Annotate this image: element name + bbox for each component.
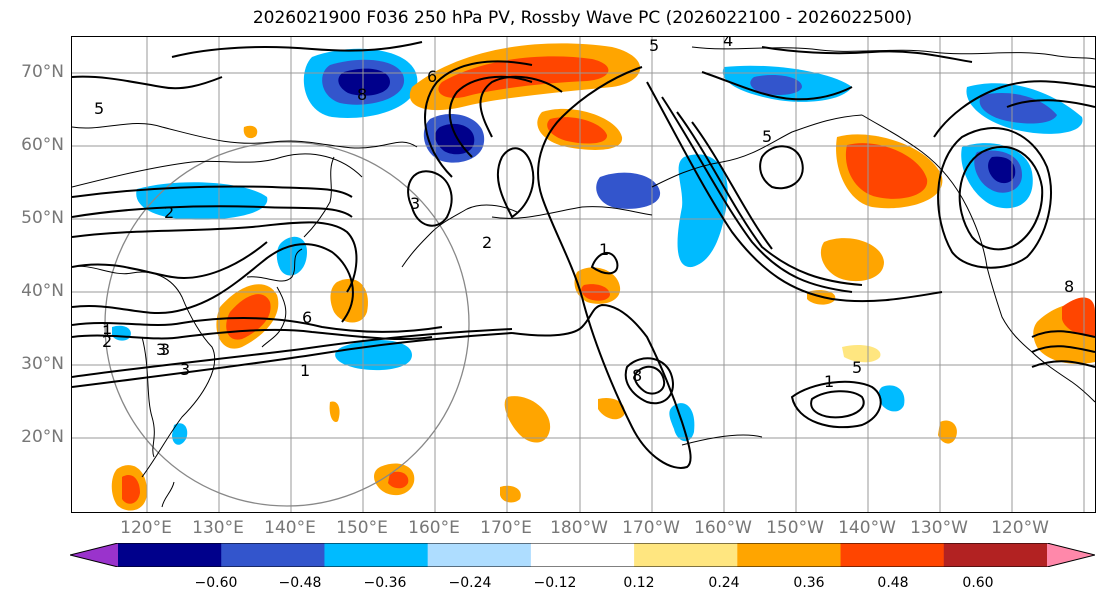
lat-label-40n: 40°N: [21, 281, 64, 301]
anomaly-blob: [598, 397, 625, 420]
anomaly-blob: [388, 471, 409, 489]
contour-label: 3: [156, 340, 166, 359]
contour-label: 1: [824, 372, 834, 391]
anomaly-blob: [226, 294, 271, 340]
lon-label-140w: 140°W: [838, 518, 896, 538]
map-canvas: 5 4 5 8 6 5 2 3 1 2 3 1 3 1 8 1 5 1 2 3 …: [72, 37, 1095, 512]
anomaly-blob: [330, 278, 368, 323]
colorbar-segment: [943, 543, 1048, 567]
anomaly-blob: [435, 123, 475, 155]
colorbar-segment: [221, 543, 325, 567]
contour-label: 5: [94, 99, 104, 118]
contour-label: 6: [302, 308, 312, 327]
colorbar-tick: −0.12: [533, 575, 577, 591]
lon-label-130e: 130°E: [192, 518, 244, 538]
contour-label: 5: [762, 127, 772, 146]
colorbar-tick: −0.24: [448, 575, 492, 591]
contour-label: 1: [599, 240, 609, 259]
anomaly-blob: [878, 385, 905, 412]
colorbar-extension-high: [1047, 543, 1095, 567]
colorbar-tick: 0.48: [877, 575, 909, 591]
anomaly-blob: [136, 182, 268, 220]
lon-label-160e: 160°E: [408, 518, 460, 538]
lat-label-70n: 70°N: [21, 62, 64, 82]
map-panel: 5 4 5 8 6 5 2 3 1 2 3 1 3 1 8 1 5 1 2 3 …: [71, 36, 1096, 513]
lon-label-170e: 170°E: [480, 518, 532, 538]
colorbar-tick: −0.60: [194, 575, 238, 591]
anomaly-blob: [677, 154, 728, 268]
colorbar-segment: [530, 543, 635, 567]
anomaly-blob: [172, 423, 188, 445]
contour-label: 8: [632, 366, 642, 385]
contour-labels: 5 4 5 8 6 5 2 3 1 2 3 1 3 1 8 1 5 1 2 3 …: [94, 37, 1074, 391]
colorbar-segment: [634, 543, 738, 567]
colorbar-extension-low: [70, 543, 118, 567]
anomaly-blob: [938, 420, 957, 444]
anomaly-blob: [122, 474, 140, 504]
anomaly-blob: [750, 75, 802, 95]
anomaly-blob: [842, 345, 881, 363]
coastlines: [72, 46, 1095, 508]
anomaly-blob: [243, 125, 258, 139]
anomaly-blob: [596, 172, 661, 209]
lon-label-140e: 140°E: [264, 518, 316, 538]
contour-label: 8: [357, 85, 367, 104]
contour-label: 1: [102, 322, 112, 341]
anomaly-blob: [845, 143, 928, 199]
contour-label: 1: [102, 319, 112, 338]
anomaly-blob: [276, 236, 307, 276]
anomaly-blob: [988, 156, 1016, 184]
contour-label: 2: [102, 332, 112, 351]
colorbar: [70, 543, 1095, 567]
lon-label-150w: 150°W: [766, 518, 824, 538]
contour-label: 3: [410, 194, 420, 213]
contour-label: 8: [1064, 277, 1074, 296]
contour-label: 5: [649, 37, 659, 55]
lat-label-50n: 50°N: [21, 208, 64, 228]
lon-label-180w: 180°W: [550, 518, 608, 538]
contour-label: 3: [160, 340, 170, 359]
anomaly-blob: [1062, 297, 1095, 337]
contour-label: 1: [300, 361, 310, 380]
lat-label-20n: 20°N: [21, 427, 64, 447]
contour-label: 4: [723, 37, 733, 50]
colorbar-tick: 0.24: [708, 575, 740, 591]
colorbar-segment: [118, 543, 222, 567]
anomaly-blob: [504, 396, 551, 443]
negative-anomaly-shading: [112, 48, 1083, 445]
colorbar-tick: −0.36: [363, 575, 407, 591]
lon-label-170w: 170°W: [622, 518, 680, 538]
colorbar-tick: 0.12: [623, 575, 655, 591]
lon-label-120w: 120°W: [991, 518, 1049, 538]
contour-label: 2: [164, 203, 174, 222]
lon-label-120e: 120°E: [120, 518, 172, 538]
contour-label: 5: [852, 358, 862, 377]
colorbar-segment: [737, 543, 842, 567]
colorbar-segment: [324, 543, 429, 567]
colorbar-segment: [840, 543, 945, 567]
anomaly-blob: [820, 238, 884, 282]
anomaly-blob: [112, 325, 131, 341]
lon-label-160w: 160°W: [694, 518, 752, 538]
lat-label-30n: 30°N: [21, 354, 64, 374]
lon-label-130w: 130°W: [910, 518, 968, 538]
anomaly-blob: [500, 485, 521, 503]
figure-title: 2026021900 F036 250 hPa PV, Rossby Wave …: [252, 8, 913, 28]
colorbar-tick: 0.60: [962, 575, 994, 591]
anomaly-blob: [547, 117, 608, 144]
colorbar-tick: 0.36: [793, 575, 825, 591]
lat-label-60n: 60°N: [21, 135, 64, 155]
anomaly-blob: [329, 401, 340, 423]
colorbar-tick: −0.48: [278, 575, 322, 591]
pv-contours: [72, 41, 1095, 469]
anomaly-blob: [338, 68, 390, 96]
contour-label: 3: [180, 360, 190, 379]
contour-label: 2: [482, 233, 492, 252]
graticule: [72, 37, 1095, 512]
colorbar-segment: [427, 543, 532, 567]
contour-label: 6: [427, 67, 437, 86]
lon-label-150e: 150°E: [336, 518, 388, 538]
anomaly-blob: [335, 340, 412, 371]
